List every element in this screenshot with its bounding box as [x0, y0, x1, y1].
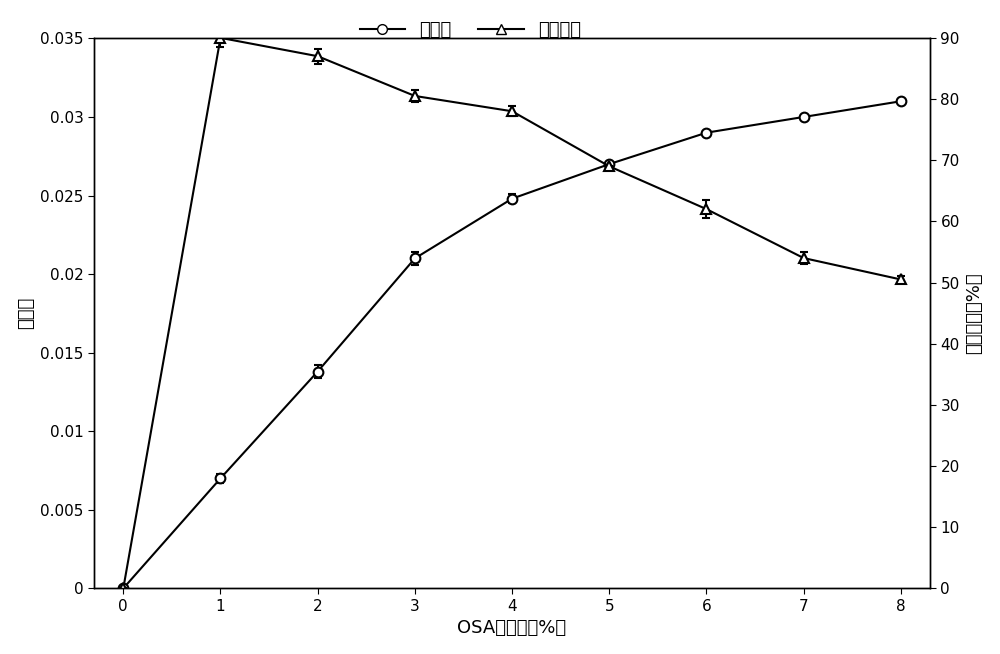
X-axis label: OSA添加量（%）: OSA添加量（%） — [458, 619, 567, 638]
Y-axis label: 取代度: 取代度 — [17, 297, 35, 329]
Y-axis label: 反应效率（%）: 反应效率（%） — [965, 272, 983, 354]
Legend: 取代度, 反应效率: 取代度, 反应效率 — [352, 14, 588, 46]
